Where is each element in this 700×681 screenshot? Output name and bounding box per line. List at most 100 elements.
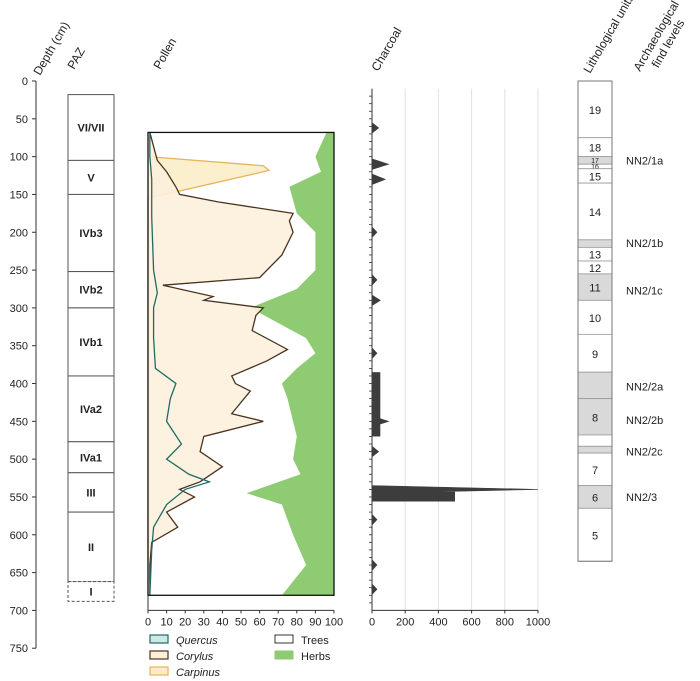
depth-tick-label: 700 (10, 605, 28, 617)
litho-unit-label: 5 (592, 530, 598, 542)
corylus-curve-line (149, 132, 295, 596)
paz-zone-label: VI/VII (78, 123, 105, 135)
arch-levels: NN2/1a NN2/1b NN2/1c NN2/2a NN2/2b NN2/2c NN2/… (626, 155, 664, 504)
charcoal-peak (371, 173, 387, 186)
depth-tick-label: 650 (10, 568, 28, 580)
legend-quercus-swatch (149, 634, 169, 644)
arch-level-label: NN2/2a (626, 382, 664, 394)
litho-unit (577, 398, 613, 436)
litho-unit-label: 13 (589, 250, 601, 262)
legend-corylus: Corylus (149, 650, 214, 663)
paz-zone-label: I (89, 587, 92, 599)
paz-zone-label: V (87, 172, 95, 184)
charcoal-peak (371, 121, 380, 134)
depth-axis: 0 50 100 150 200 250 300 350 400 450 500 550 600 650 7… (10, 76, 37, 655)
charcoal-band (372, 372, 381, 437)
charcoal-peak (371, 583, 378, 596)
legend-carpinus: Carpinus (149, 666, 221, 679)
legend-trees-swatch (274, 634, 294, 644)
charcoal-tick-label: 600 (462, 616, 480, 628)
charcoal-block (372, 491, 455, 502)
depth-tick-label: 250 (10, 265, 28, 277)
litho-unit-label: 9 (592, 349, 598, 361)
pollen-tick-label: 80 (291, 616, 303, 628)
legend: Quercus Corylus Carpinus Trees Herbs (149, 634, 331, 679)
depth-tick-label: 750 (10, 643, 28, 655)
paz-zone-label: II (88, 542, 94, 554)
litho-unit-label: 12 (589, 263, 601, 275)
pollen-tick-label: 20 (179, 616, 191, 628)
arch-level-label: NN2/3 (626, 492, 657, 504)
charcoal-tick-label: 400 (429, 616, 447, 628)
legend-corylus-swatch (149, 650, 169, 660)
header-arch: Archaeological find levels (630, 0, 695, 80)
legend-quercus-label: Quercus (176, 635, 218, 647)
charcoal-peak (371, 347, 378, 360)
paz-zone (67, 271, 115, 309)
paz-zone-label: IVb1 (79, 337, 102, 349)
charcoal-peak (371, 158, 390, 170)
arch-level-label: NN2/1a (626, 155, 664, 167)
litho-unit-label: 19 (589, 105, 601, 117)
corylus-curve-fill (148, 132, 294, 596)
charcoal-peak (371, 485, 539, 494)
charcoal-panel: 0 200 400 600 800 1000 (369, 88, 550, 628)
paz-zone (67, 441, 115, 474)
arch-level-label: NN2/2b (626, 415, 663, 427)
litho-unit (577, 80, 613, 139)
paz-zone (67, 159, 115, 195)
litho-unit-label: 7 (592, 465, 598, 477)
legend-trees-label: Trees (301, 635, 329, 647)
charcoal-tick-label: 0 (369, 616, 375, 628)
pollen-tick-label: 50 (235, 616, 247, 628)
depth-tick-label: 150 (10, 189, 28, 201)
litho-unit-label: 16 (591, 164, 599, 171)
arch-level-label: NN2/1c (626, 285, 663, 297)
legend-herbs-swatch (274, 650, 294, 660)
paz-zone-label: IVb2 (79, 285, 102, 297)
legend-trees: Trees (274, 634, 329, 647)
legend-carpinus-label: Carpinus (176, 667, 221, 679)
paz-zone-label: III (86, 487, 95, 499)
header-pollen: Pollen (150, 36, 179, 72)
depth-tick-label: 100 (10, 152, 28, 164)
litho-unit-label: 15 (589, 171, 601, 183)
pollen-tick-label: 90 (309, 616, 321, 628)
depth-tick-label: 200 (10, 227, 28, 239)
litho-unit-label: 8 (592, 412, 598, 424)
pollen-tick-label: 0 (145, 616, 151, 628)
paz-zone-label: IVa2 (80, 404, 102, 416)
litho-unit (577, 299, 613, 335)
charcoal-peak (371, 273, 378, 286)
quercus-curve-line (149, 132, 212, 596)
legend-corylus-label: Corylus (176, 651, 214, 663)
pollen-frame (147, 131, 335, 596)
pollen-tick-label: 40 (216, 616, 228, 628)
header-depth: Depth (cm) (30, 19, 72, 77)
paz-zone (67, 581, 115, 602)
depth-tick-label: 0 (22, 76, 28, 88)
litho-unit (577, 371, 613, 400)
arch-level-label: NN2/1b (626, 238, 663, 250)
header-paz: PAZ (64, 45, 87, 71)
paz-zone (67, 94, 115, 161)
litho-unit-label: 17 (591, 158, 599, 165)
depth-tick-label: 450 (10, 416, 28, 428)
depth-tick-label: 500 (10, 454, 28, 466)
pollen-panel: 0 10 20 30 40 50 60 70 80 90 100 (145, 131, 343, 628)
legend-herbs-label: Herbs (301, 651, 331, 663)
charcoal-peak (371, 558, 378, 572)
litho-unit (577, 445, 613, 454)
litho-unit-label: 10 (589, 313, 601, 325)
paz-zone-label: IVa1 (80, 452, 102, 464)
charcoal-peak (371, 294, 381, 307)
depth-tick-label: 350 (10, 341, 28, 353)
litho-unit-label: 6 (592, 492, 598, 504)
charcoal-peak (371, 226, 378, 239)
charcoal-tick-label: 1000 (526, 616, 550, 628)
paz-zone-label: IVb3 (79, 228, 102, 240)
legend-herbs: Herbs (274, 650, 331, 663)
pollen-tick-label: 30 (198, 616, 210, 628)
